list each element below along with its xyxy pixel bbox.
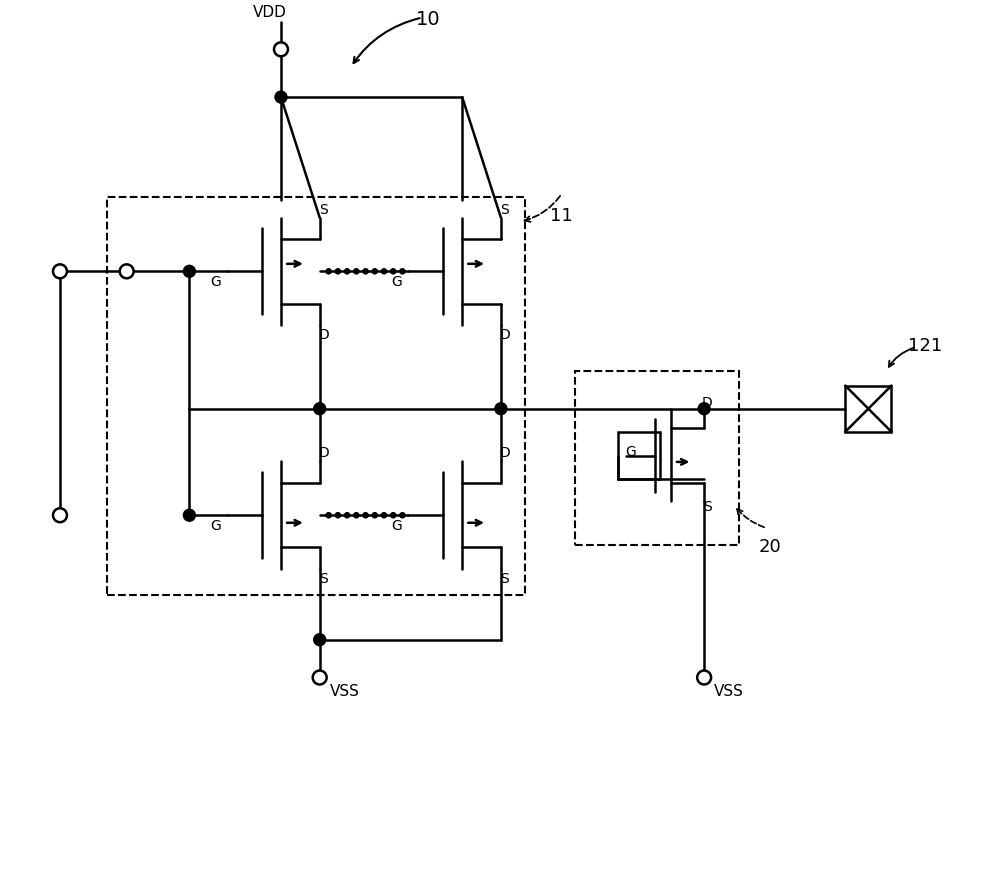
Text: S: S xyxy=(319,202,328,216)
Circle shape xyxy=(326,268,331,274)
Circle shape xyxy=(381,513,387,517)
Text: 20: 20 xyxy=(759,539,782,556)
Circle shape xyxy=(53,264,67,278)
Circle shape xyxy=(335,268,340,274)
Bar xyxy=(618,432,660,480)
Circle shape xyxy=(391,268,396,274)
Circle shape xyxy=(326,513,331,517)
Text: 121: 121 xyxy=(908,337,942,355)
Circle shape xyxy=(120,264,134,278)
Bar xyxy=(845,385,891,431)
Text: S: S xyxy=(500,572,509,586)
Circle shape xyxy=(314,634,326,646)
Circle shape xyxy=(363,268,368,274)
Circle shape xyxy=(345,513,350,517)
Text: G: G xyxy=(392,275,402,290)
Circle shape xyxy=(400,268,405,274)
Circle shape xyxy=(275,92,287,103)
Circle shape xyxy=(698,403,710,414)
Circle shape xyxy=(372,513,377,517)
Text: S: S xyxy=(319,572,328,586)
Circle shape xyxy=(495,403,507,414)
Text: S: S xyxy=(703,500,711,514)
Circle shape xyxy=(400,513,405,517)
Circle shape xyxy=(391,513,396,517)
Text: VDD: VDD xyxy=(253,5,287,20)
Circle shape xyxy=(363,513,368,517)
Circle shape xyxy=(313,671,327,685)
Text: D: D xyxy=(318,328,329,342)
Text: G: G xyxy=(210,519,221,533)
Text: 11: 11 xyxy=(550,207,573,224)
Text: D: D xyxy=(499,446,510,460)
Text: G: G xyxy=(210,275,221,290)
Text: G: G xyxy=(625,444,636,458)
Circle shape xyxy=(274,42,288,56)
Circle shape xyxy=(314,403,326,414)
Text: D: D xyxy=(702,396,712,410)
Text: G: G xyxy=(392,519,402,533)
Text: 10: 10 xyxy=(415,11,440,30)
Circle shape xyxy=(381,268,387,274)
Circle shape xyxy=(354,513,359,517)
Circle shape xyxy=(183,266,195,277)
Bar xyxy=(107,196,525,595)
Text: S: S xyxy=(500,202,509,216)
Text: D: D xyxy=(499,328,510,342)
Circle shape xyxy=(345,268,350,274)
Bar xyxy=(575,370,739,545)
Circle shape xyxy=(335,513,340,517)
Circle shape xyxy=(183,510,195,521)
Text: D: D xyxy=(318,446,329,460)
Circle shape xyxy=(372,268,377,274)
Text: VSS: VSS xyxy=(330,685,360,700)
Circle shape xyxy=(697,671,711,685)
Circle shape xyxy=(53,509,67,522)
Text: VSS: VSS xyxy=(714,685,744,700)
Circle shape xyxy=(354,268,359,274)
